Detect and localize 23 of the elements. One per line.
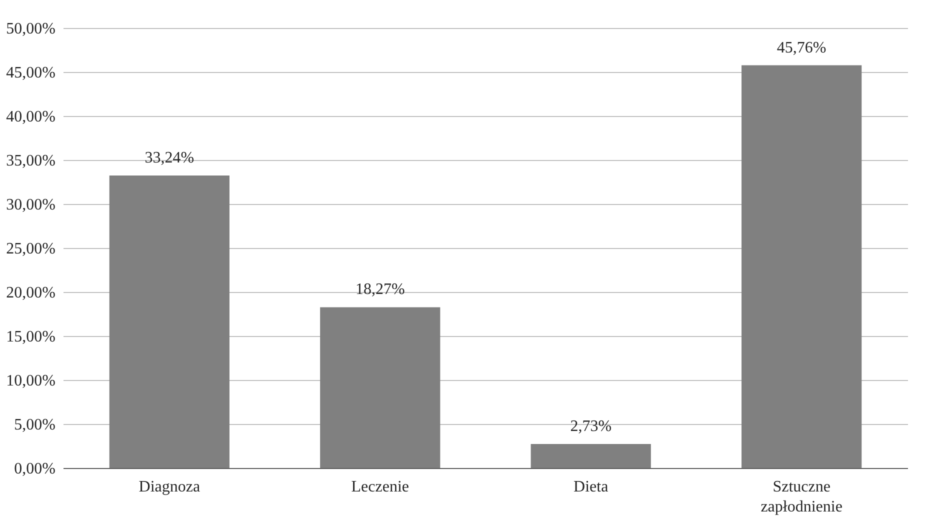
y-tick-label: 20,00% bbox=[6, 284, 56, 302]
x-tick-label: Dieta bbox=[574, 478, 608, 496]
y-tick-label: 25,00% bbox=[6, 240, 56, 258]
bar bbox=[530, 444, 651, 468]
data-label: 2,73% bbox=[570, 418, 612, 435]
y-tick-label: 15,00% bbox=[6, 328, 56, 346]
x-tick-label: Sztuczne zapłodnienie bbox=[760, 478, 842, 516]
bar bbox=[109, 175, 230, 468]
bar bbox=[320, 307, 440, 468]
bar bbox=[742, 65, 862, 468]
x-tick-label: Leczenie bbox=[351, 478, 410, 496]
x-tick-label: Diagnoza bbox=[138, 478, 200, 496]
y-tick-label: 5,00% bbox=[14, 416, 56, 434]
data-label: 45,76% bbox=[776, 39, 826, 56]
y-tick-label: 40,00% bbox=[6, 108, 56, 126]
y-tick-label: 0,00% bbox=[14, 460, 56, 478]
data-label: 18,27% bbox=[355, 281, 405, 298]
data-label: 33,24% bbox=[144, 149, 194, 166]
y-tick-label: 50,00% bbox=[6, 20, 56, 38]
y-tick-label: 30,00% bbox=[6, 196, 56, 214]
y-tick-label: 10,00% bbox=[6, 372, 56, 390]
y-tick-label: 45,00% bbox=[6, 64, 56, 82]
y-tick-label: 35,00% bbox=[6, 152, 56, 170]
